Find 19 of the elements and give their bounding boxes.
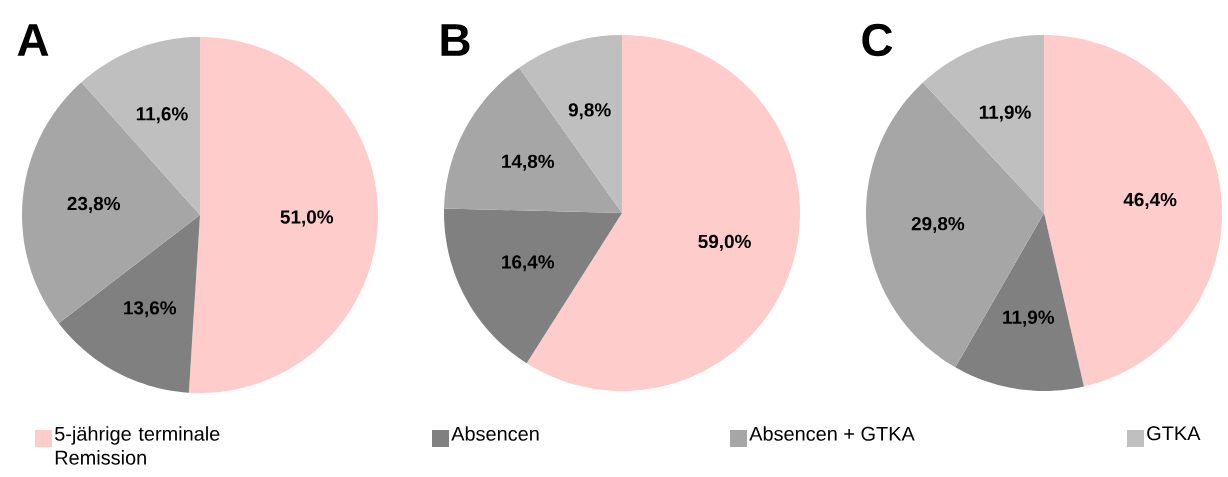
data-label: 23,8% <box>67 196 121 213</box>
data-label: 14,8% <box>502 154 555 171</box>
data-label: 29,8% <box>911 216 965 234</box>
data-label: 11,6% <box>136 107 188 124</box>
data-label: 16,4% <box>502 255 555 272</box>
legend-label: GTKA <box>1147 426 1201 441</box>
chart-title: C <box>862 23 893 57</box>
data-label: 59,0% <box>698 234 751 251</box>
data-label: 11,9% <box>979 105 1031 122</box>
chart-title: A <box>17 24 49 56</box>
legend-label: Absencen <box>451 426 539 441</box>
legend-label: Absencen + GTKA <box>749 426 915 441</box>
data-label: 51,0% <box>280 210 334 227</box>
data-label: 13,6% <box>124 301 177 318</box>
data-label: 11,9% <box>1003 310 1055 327</box>
chart-title: B <box>441 24 470 56</box>
data-label: 9,8% <box>568 103 611 120</box>
legend-label: 5-jährige terminale Remission <box>55 426 220 465</box>
data-label: 46,4% <box>1123 192 1177 209</box>
